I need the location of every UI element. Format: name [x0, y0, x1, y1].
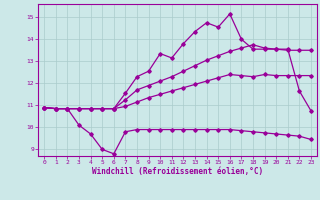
X-axis label: Windchill (Refroidissement éolien,°C): Windchill (Refroidissement éolien,°C) [92, 167, 263, 176]
